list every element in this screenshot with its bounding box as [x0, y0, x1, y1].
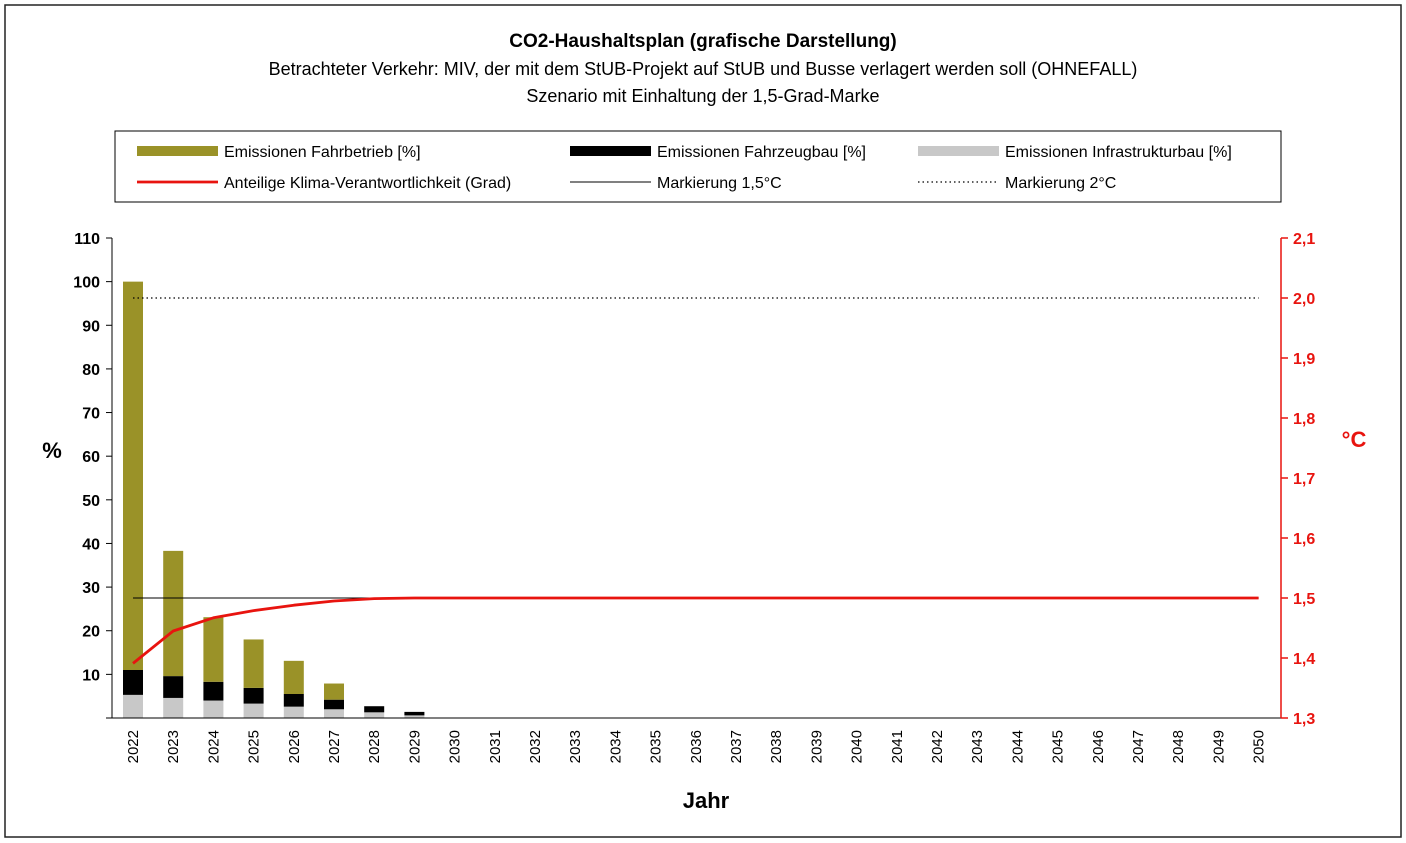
- y2-tick-label: 1,3: [1293, 711, 1315, 728]
- bar-segment: [283, 660, 304, 694]
- bar-segment: [283, 694, 304, 707]
- x-tick-label: 2048: [1170, 730, 1187, 763]
- x-tick-label: 2038: [768, 730, 785, 763]
- x-tick-label: 2033: [567, 730, 584, 763]
- y-tick-label: 40: [82, 536, 100, 553]
- legend-label: Emissionen Fahrbetrieb [%]: [224, 144, 421, 161]
- bar-segment: [163, 550, 184, 677]
- bar-segment: [123, 694, 143, 718]
- y-tick-label: 90: [82, 318, 100, 335]
- x-tick-label: 2047: [1130, 730, 1147, 763]
- bar-segment: [243, 687, 264, 704]
- x-tick-label: 2043: [969, 730, 986, 763]
- axes-group: 1020304050607080901001101,31,41,51,61,71…: [73, 231, 1315, 763]
- y2-tick-label: 2,0: [1293, 291, 1315, 308]
- x-tick-label: 2023: [165, 730, 182, 763]
- bar-segment: [123, 670, 143, 695]
- x-tick-label: 2042: [929, 730, 946, 763]
- bar-segment: [324, 683, 344, 700]
- bars-group: [123, 281, 425, 718]
- legend-label: Emissionen Fahrzeugbau [%]: [657, 144, 866, 161]
- x-tick-label: 2044: [1009, 730, 1026, 763]
- y-axis-label: %: [42, 438, 62, 463]
- y-tick-label: 60: [82, 449, 100, 466]
- bar-segment: [203, 700, 224, 718]
- climate-responsibility-line: [132, 596, 1259, 665]
- chart-subtitle-1: Betrachteter Verkehr: MIV, der mit dem S…: [269, 59, 1138, 79]
- bar-segment: [324, 709, 344, 718]
- legend-swatch-bar: [918, 146, 999, 156]
- x-tick-label: 2037: [728, 730, 745, 763]
- x-tick-label: 2031: [487, 730, 504, 763]
- bar-segment: [243, 703, 264, 718]
- x-tick-label: 2041: [889, 730, 906, 763]
- y-tick-label: 100: [73, 275, 100, 292]
- y-tick-label: 10: [82, 667, 100, 684]
- x-tick-label: 2050: [1251, 730, 1268, 763]
- x-tick-label: 2027: [326, 730, 343, 763]
- x-axis-label: Jahr: [683, 788, 730, 813]
- bar-segment: [404, 711, 425, 716]
- x-tick-label: 2028: [366, 730, 383, 763]
- legend-swatch-bar: [137, 146, 218, 156]
- legend-label: Markierung 2°C: [1005, 175, 1116, 192]
- bar-segment: [163, 676, 184, 698]
- bar-segment: [324, 699, 344, 710]
- x-tick-label: 2024: [205, 730, 222, 763]
- x-tick-label: 2035: [648, 730, 665, 763]
- bar-segment: [404, 715, 425, 718]
- x-tick-label: 2036: [688, 730, 705, 763]
- y2-tick-label: 1,5: [1293, 591, 1315, 608]
- legend-label: Emissionen Infrastrukturbau [%]: [1005, 144, 1232, 161]
- x-tick-label: 2026: [286, 730, 303, 763]
- line-series-group: [132, 596, 1259, 665]
- x-tick-label: 2039: [808, 730, 825, 763]
- y2-tick-label: 1,6: [1293, 531, 1315, 548]
- legend-swatch-bar: [570, 146, 651, 156]
- y-tick-label: 50: [82, 493, 100, 510]
- legend: Emissionen Fahrbetrieb [%] Emissionen Fah…: [137, 144, 1232, 192]
- x-tick-label: 2029: [406, 730, 423, 763]
- x-tick-label: 2032: [527, 730, 544, 763]
- bar-segment: [203, 681, 224, 701]
- legend-box: [114, 130, 1282, 203]
- bar-segment: [243, 639, 264, 688]
- y2-axis-label: °C: [1342, 427, 1367, 452]
- x-tick-label: 2030: [447, 730, 464, 763]
- y2-tick-label: 1,8: [1293, 411, 1315, 428]
- legend-label: Markierung 1,5°C: [657, 175, 782, 192]
- bar-segment: [283, 706, 304, 718]
- y2-tick-label: 2,1: [1293, 231, 1315, 248]
- x-tick-label: 2049: [1210, 730, 1227, 763]
- y-tick-label: 110: [74, 231, 100, 248]
- y-tick-label: 30: [82, 580, 100, 597]
- bar-segment: [364, 712, 385, 718]
- y2-tick-label: 1,7: [1293, 471, 1315, 488]
- bar-segment: [123, 281, 143, 670]
- y2-tick-label: 1,9: [1293, 351, 1315, 368]
- x-tick-label: 2034: [607, 730, 624, 763]
- bar-segment: [364, 706, 385, 713]
- legend-label: Anteilige Klima-Verantwortlichkeit (Grad…: [224, 175, 511, 192]
- x-tick-label: 2040: [849, 730, 866, 763]
- x-tick-label: 2046: [1090, 730, 1107, 763]
- x-tick-label: 2025: [246, 730, 263, 763]
- chart-subtitle-2: Szenario mit Einhaltung der 1,5-Grad-Mar…: [526, 86, 879, 106]
- y-tick-label: 70: [82, 406, 100, 423]
- y2-tick-label: 1,4: [1293, 651, 1315, 668]
- chart-title: CO2-Haushaltsplan (grafische Darstellung…: [509, 31, 896, 52]
- bar-segment: [203, 617, 224, 682]
- bar-segment: [163, 697, 184, 718]
- y-tick-label: 80: [82, 362, 100, 379]
- x-tick-label: 2045: [1050, 730, 1067, 763]
- x-tick-label: 2022: [125, 730, 142, 763]
- y-tick-label: 20: [82, 624, 100, 641]
